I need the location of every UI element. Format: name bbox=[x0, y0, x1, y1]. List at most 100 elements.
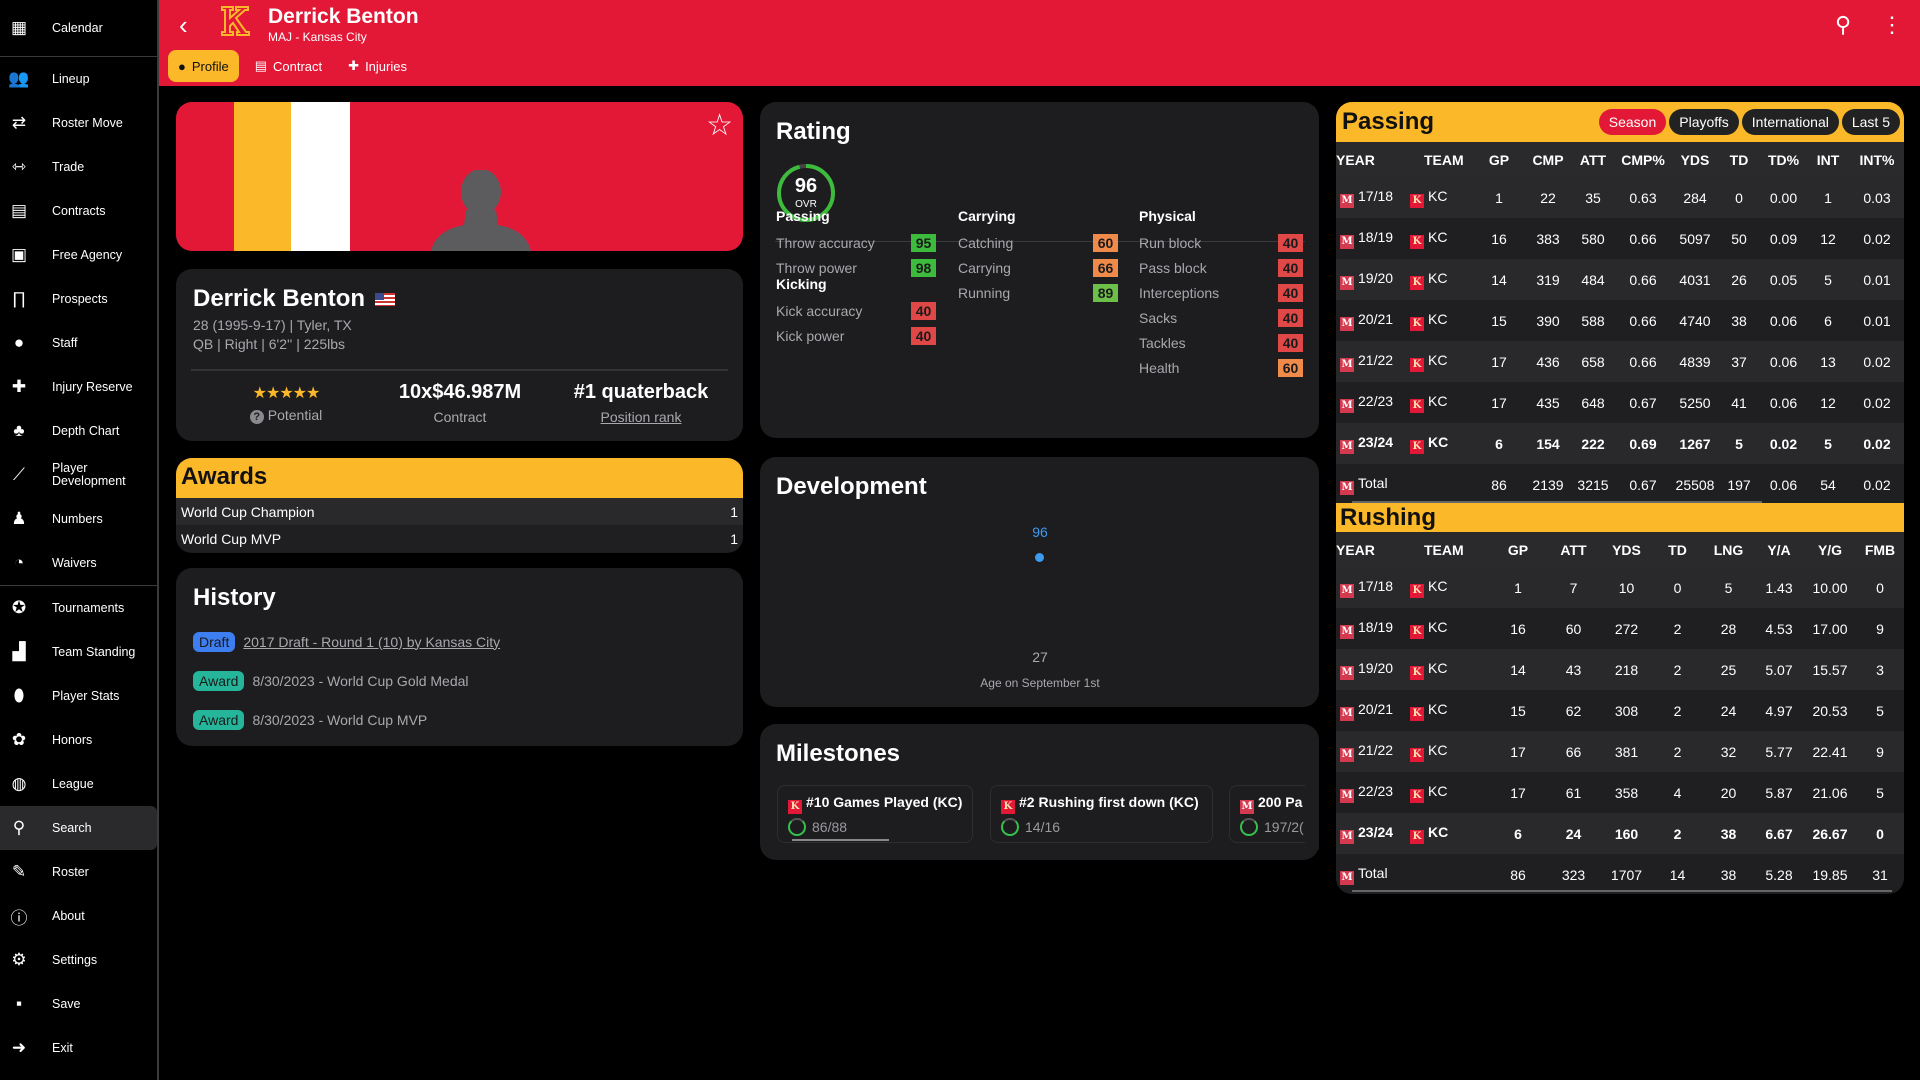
sidebar-item-prospects[interactable]: ∏ Prospects bbox=[0, 277, 157, 321]
table-row[interactable]: M 21/22 K KC 17 436 658 0.66 4839 37 0.06 13 0.02 bbox=[1336, 341, 1904, 382]
cell-value: 5 bbox=[1824, 271, 1832, 288]
sidebar-item-waivers[interactable]: ◔ Waivers bbox=[0, 541, 157, 585]
table-row[interactable]: M 17/18 K KC 1 22 35 0.63 284 0 0.00 1 0.03 bbox=[1336, 177, 1904, 218]
table-row[interactable]: M 20/21 K KC 15 390 588 0.66 4740 38 0.06 6 0.01 bbox=[1336, 300, 1904, 341]
sidebar-item-label: Injury Reserve bbox=[52, 380, 133, 394]
table-row[interactable]: M 18/19 K KC 16 60 272 2 28 4.53 17.00 9 bbox=[1336, 608, 1904, 649]
search-icon[interactable]: ⚲ bbox=[1835, 12, 1852, 37]
table-row[interactable]: M 18/19 K KC 16 383 580 0.66 5097 50 0.09 12 0.02 bbox=[1336, 218, 1904, 259]
tab-injuries[interactable]: ✚ Injuries bbox=[338, 50, 417, 82]
cell-value: KC bbox=[1428, 228, 1448, 245]
table-row[interactable]: M 23/24 K KC 6 24 160 2 38 6.67 26.67 0 bbox=[1336, 813, 1904, 854]
sidebar-item-contracts[interactable]: ▤ Contracts bbox=[0, 189, 157, 233]
table-total-row[interactable]: M Total 86 2139 3215 0.67 25508 197 0.06 54 0.02 bbox=[1336, 464, 1904, 503]
cell-value: 62 bbox=[1565, 702, 1582, 719]
rating-title: Rating bbox=[776, 118, 851, 145]
favorite-star-icon[interactable]: ☆ bbox=[706, 109, 733, 142]
table-cell: M 18/19 bbox=[1336, 218, 1410, 259]
table-row[interactable]: M 22/23 K KC 17 435 648 0.67 5250 41 0.06 12 0.02 bbox=[1336, 382, 1904, 423]
column-header[interactable]: Y/A bbox=[1754, 532, 1804, 567]
horizontal-scrollbar[interactable] bbox=[1352, 501, 1762, 503]
column-header[interactable]: YEAR bbox=[1336, 532, 1410, 567]
column-header[interactable]: TEAM bbox=[1410, 532, 1490, 567]
sidebar-item-league[interactable]: ◍ League bbox=[0, 762, 157, 806]
sidebar-item-roster-move[interactable]: ⇄ Roster Move bbox=[0, 101, 157, 145]
table-cell: 13 bbox=[1806, 341, 1850, 382]
column-header[interactable]: FMB bbox=[1856, 532, 1904, 567]
history-link[interactable]: 2017 Draft - Round 1 (10) by Kansas City bbox=[243, 633, 501, 650]
sidebar-item-team-standing[interactable]: ▟ Team Standing bbox=[0, 630, 157, 674]
column-header[interactable]: CMP% bbox=[1613, 142, 1673, 177]
column-header[interactable]: GP bbox=[1490, 532, 1546, 567]
back-chevron-icon[interactable]: ‹ bbox=[179, 10, 188, 40]
table-cell: 580 bbox=[1573, 218, 1613, 259]
table-cell: 3215 bbox=[1573, 464, 1613, 503]
cell-value: 6 bbox=[1514, 825, 1522, 842]
sidebar-item-save[interactable]: ▪ Save bbox=[0, 982, 157, 1026]
filter-last-5[interactable]: Last 5 bbox=[1841, 109, 1900, 135]
horizontal-scrollbar[interactable] bbox=[1352, 890, 1892, 892]
sidebar-item-search[interactable]: ⚲ Search bbox=[0, 806, 157, 850]
milestone-card[interactable]: M 200 Pa 197/2( bbox=[1229, 785, 1319, 843]
filter-playoffs[interactable]: Playoffs bbox=[1669, 109, 1739, 135]
cell-value: 272 bbox=[1614, 620, 1639, 637]
sidebar-item-numbers[interactable]: ♟ Numbers bbox=[0, 497, 157, 541]
column-header[interactable]: INT% bbox=[1850, 142, 1904, 177]
column-header[interactable]: TD% bbox=[1761, 142, 1806, 177]
cell-value: 43 bbox=[1565, 661, 1582, 678]
milestone-card[interactable]: K #10 Games Played (KC) 86/88 bbox=[777, 785, 973, 843]
sidebar-item-honors[interactable]: ✿ Honors bbox=[0, 718, 157, 762]
table-cell: 0.67 bbox=[1613, 382, 1673, 423]
table-cell: 0.01 bbox=[1850, 259, 1904, 300]
column-header[interactable]: Y/G bbox=[1804, 532, 1856, 567]
development-data-point[interactable] bbox=[1035, 553, 1044, 562]
table-row[interactable]: M 21/22 K KC 17 66 381 2 32 5.77 22.41 9 bbox=[1336, 731, 1904, 772]
column-header[interactable]: ATT bbox=[1573, 142, 1613, 177]
column-header[interactable]: YEAR bbox=[1336, 142, 1410, 177]
table-cell: M 23/24 bbox=[1336, 813, 1410, 854]
sidebar-item-injury-reserve[interactable]: ✚ Injury Reserve bbox=[0, 365, 157, 409]
sidebar-item-exit[interactable]: ➜ Exit bbox=[0, 1026, 157, 1070]
milestone-card[interactable]: K #2 Rushing first down (KC) 14/16 bbox=[990, 785, 1213, 843]
column-header[interactable]: TD bbox=[1652, 532, 1703, 567]
sidebar-item-roster[interactable]: ✎ Roster bbox=[0, 850, 157, 894]
sidebar-item-lineup[interactable]: 👥 Lineup bbox=[0, 57, 157, 101]
column-header[interactable]: CMP bbox=[1523, 142, 1573, 177]
sidebar-item-player-development[interactable]: ⟋ Player Development bbox=[0, 453, 157, 497]
column-header[interactable]: GP bbox=[1475, 142, 1523, 177]
sidebar-item-about[interactable]: ⓘ About bbox=[0, 894, 157, 938]
column-header[interactable]: ATT bbox=[1546, 532, 1601, 567]
column-header[interactable]: TEAM bbox=[1410, 142, 1475, 177]
help-icon[interactable]: ? bbox=[249, 410, 264, 424]
tab-profile[interactable]: ● Profile bbox=[168, 50, 239, 82]
sidebar-item-free-agency[interactable]: ▣ Free Agency bbox=[0, 233, 157, 277]
column-header[interactable]: TD bbox=[1717, 142, 1761, 177]
column-header[interactable]: YDS bbox=[1601, 532, 1652, 567]
league-m-icon: M bbox=[1340, 316, 1354, 331]
column-header[interactable]: YDS bbox=[1673, 142, 1717, 177]
divider bbox=[775, 241, 1305, 242]
sidebar-item-calendar[interactable]: ▦ Calendar bbox=[0, 0, 157, 56]
sidebar-item-staff[interactable]: ● Staff bbox=[0, 321, 157, 365]
table-row[interactable]: M 22/23 K KC 17 61 358 4 20 5.87 21.06 5 bbox=[1336, 772, 1904, 813]
column-header[interactable]: LNG bbox=[1703, 532, 1754, 567]
table-row[interactable]: M 23/24 K KC 6 154 222 0.69 1267 5 0.02 5 0.02 bbox=[1336, 423, 1904, 464]
table-total-row[interactable]: M Total 86 323 1707 14 38 5.28 19.85 31 bbox=[1336, 854, 1904, 894]
table-row[interactable]: M 20/21 K KC 15 62 308 2 24 4.97 20.53 5 bbox=[1336, 690, 1904, 731]
cell-value: 0.69 bbox=[1629, 435, 1657, 452]
calendar-icon: ▦ bbox=[10, 18, 28, 37]
table-row[interactable]: M 17/18 K KC 1 7 10 0 5 1.43 10.00 0 bbox=[1336, 567, 1904, 608]
table-row[interactable]: M 19/20 K KC 14 319 484 0.66 4031 26 0.05 5 0.01 bbox=[1336, 259, 1904, 300]
filter-international[interactable]: International bbox=[1741, 109, 1839, 135]
sidebar-item-trade[interactable]: ⇿ Trade bbox=[0, 145, 157, 189]
table-row[interactable]: M 19/20 K KC 14 43 218 2 25 5.07 15.57 3 bbox=[1336, 649, 1904, 690]
tab-contract[interactable]: ▤ Contract bbox=[245, 50, 332, 82]
column-header[interactable]: INT bbox=[1806, 142, 1850, 177]
sidebar-item-depth-chart[interactable]: ♣ Depth Chart bbox=[0, 409, 157, 453]
sidebar-item-tournaments[interactable]: ✪ Tournaments bbox=[0, 586, 157, 630]
sidebar-item-player-stats[interactable]: ⬮ Player Stats bbox=[0, 674, 157, 718]
sidebar-item-settings[interactable]: ⚙ Settings bbox=[0, 938, 157, 982]
filter-season[interactable]: Season bbox=[1598, 109, 1667, 135]
position-rank-link[interactable]: Position rank bbox=[600, 409, 682, 425]
more-vertical-icon[interactable]: ⋮ bbox=[1881, 12, 1903, 37]
